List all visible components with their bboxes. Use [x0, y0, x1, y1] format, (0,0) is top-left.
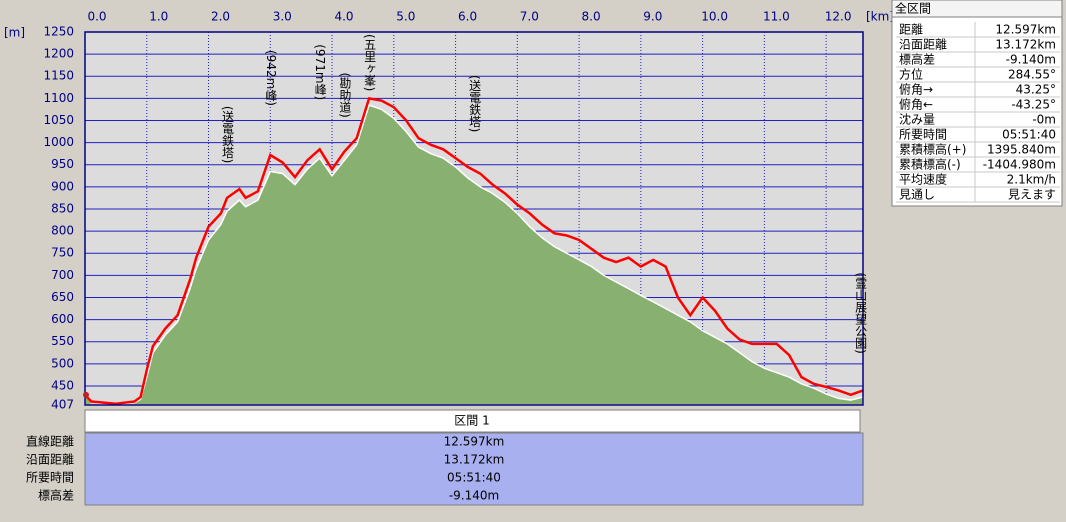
section-header: 区間 1: [454, 414, 489, 428]
info-label: 方位: [899, 67, 923, 82]
y-unit: [m]: [4, 26, 25, 40]
row-label: 標高差: [38, 488, 74, 503]
info-value: 12.597km: [995, 23, 1056, 37]
row-label: 沿面距離: [26, 453, 74, 467]
row-label: 所要時間: [26, 471, 74, 485]
y-tick-label: 550: [51, 334, 74, 348]
info-label: 俯角←: [899, 97, 933, 112]
info-label: 累積標高(+): [899, 142, 966, 157]
annotation: (送電鉄塔): [468, 75, 482, 132]
x-tick-label: 2.0: [211, 10, 230, 24]
info-value: 284.55°: [1008, 68, 1056, 82]
info-value: 1395.840m: [987, 143, 1056, 157]
info-label: 沈み量: [899, 112, 935, 127]
y-tick-label: 1100: [43, 91, 74, 105]
annotation: (五里ヶ峯): [363, 34, 377, 91]
y-tick-label: 800: [51, 224, 74, 238]
info-value: -9.140m: [1006, 53, 1056, 67]
y-tick-label: 407: [51, 398, 74, 412]
info-value: 43.25°: [1016, 83, 1056, 97]
annotation: (942m峰): [264, 50, 278, 106]
x-tick-label: 9.0: [643, 10, 662, 24]
x-tick-label: 8.0: [582, 10, 601, 24]
row-value: -9.140m: [449, 489, 499, 503]
section-header-cell: [84, 409, 861, 433]
x-tick-label: 12.0: [825, 10, 852, 24]
annotation: (勘助道): [338, 72, 352, 117]
x-tick-label: 4.0: [334, 10, 353, 24]
annotation: (971m峰): [313, 44, 327, 100]
row-label: 直線距離: [26, 434, 74, 449]
info-label: 見通し: [899, 188, 935, 202]
info-value: 見えます: [1008, 188, 1056, 202]
annotation: (送電鉄塔): [221, 106, 235, 163]
y-tick-label: 1000: [43, 135, 74, 149]
y-tick-label: 700: [51, 268, 74, 282]
annotation: (霊山展望公園): [854, 272, 868, 353]
info-value: 13.172km: [995, 38, 1056, 52]
y-tick-label: 950: [51, 157, 74, 171]
info-value: -1404.980m: [983, 158, 1056, 172]
info-value: -43.25°: [1011, 98, 1056, 112]
y-tick-label: 500: [51, 356, 74, 370]
x-tick-label: 0.0: [87, 10, 106, 24]
y-tick-label: 1200: [43, 47, 74, 61]
row-value: 13.172km: [444, 453, 505, 467]
route-line: [84, 96, 864, 405]
x-tick-label: 10.0: [701, 10, 728, 24]
info-value: 05:51:40: [1002, 128, 1056, 142]
info-panel-title-cell: [891, 0, 1063, 18]
info-label: 沿面距離: [899, 38, 947, 52]
y-tick-label: 650: [51, 290, 74, 304]
start-marker: [83, 391, 89, 398]
x-tick-label: 7.0: [520, 10, 539, 24]
x-unit: [km]: [866, 10, 894, 24]
y-tick-label: 750: [51, 246, 74, 260]
y-tick-label: 850: [51, 201, 74, 215]
x-tick-label: 3.0: [273, 10, 292, 24]
section-values-bg: [84, 432, 864, 506]
info-label: 累積標高(-): [899, 157, 961, 172]
info-label: 所要時間: [899, 128, 947, 142]
info-panel-title: 全区間: [895, 1, 931, 16]
y-tick-label: 1150: [43, 69, 74, 83]
x-tick-label: 11.0: [763, 10, 790, 24]
y-tick-label: 600: [51, 312, 74, 326]
y-tick-label: 900: [51, 179, 74, 193]
x-tick-label: 1.0: [149, 10, 168, 24]
plot-frame: [84, 31, 864, 406]
x-tick-label: 5.0: [396, 10, 415, 24]
x-tick-label: 6.0: [458, 10, 477, 24]
row-value: 12.597km: [444, 435, 505, 449]
row-value: 05:51:40: [447, 471, 501, 485]
terrain-area: [84, 104, 864, 406]
info-label: 俯角→: [899, 82, 933, 97]
info-label: 距離: [899, 23, 923, 37]
y-tick-label: 1250: [43, 25, 74, 39]
info-label: 平均速度: [899, 172, 947, 187]
info-label: 標高差: [899, 52, 935, 67]
y-tick-label: 1050: [43, 113, 74, 127]
info-value: 2.1km/h: [1007, 173, 1056, 187]
info-value: -0m: [1032, 113, 1056, 127]
y-tick-label: 450: [51, 378, 74, 392]
